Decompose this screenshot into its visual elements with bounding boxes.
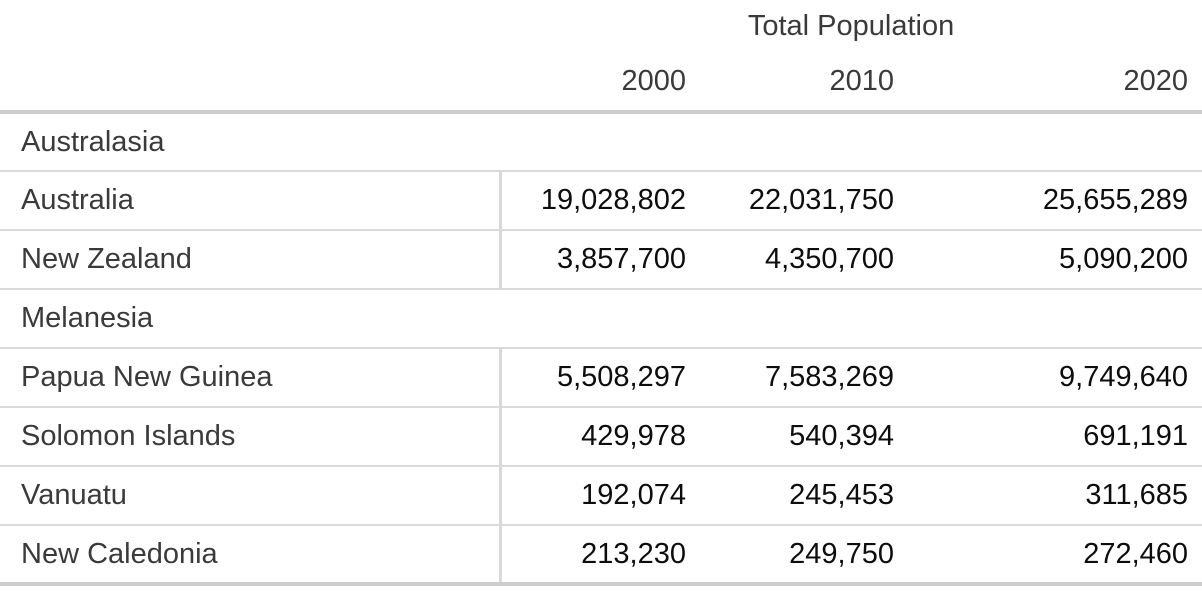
section-label: Australasia [0,112,1202,172]
section-header-melanesia: Melanesia [0,289,1202,349]
year-column-header-2000: 2000 [500,52,700,114]
year-column-header-2010: 2010 [700,52,908,114]
country-name-cell: Solomon Islands [0,407,500,467]
population-value-cell: 9,749,640 [908,348,1202,408]
population-value-cell: 22,031,750 [700,171,908,231]
section-header-australasia: Australasia [0,112,1202,172]
empty-corner-cell [0,0,500,52]
section-label: Melanesia [0,289,1202,349]
country-name-cell: Australia [0,171,500,231]
population-value-cell: 429,978 [498,407,700,467]
population-value-cell: 25,655,289 [908,171,1202,231]
population-value-cell: 540,394 [700,407,908,467]
row-new-caledonia: New Caledonia 213,230 249,750 272,460 [0,525,1202,586]
spanner-header-row: Total Population [0,0,1202,52]
empty-header-cell [0,52,500,114]
total-population-header: Total Population [747,9,955,42]
population-value-cell: 3,857,700 [498,230,700,290]
population-value-cell: 5,508,297 [498,348,700,408]
country-name-cell: New Caledonia [0,525,500,586]
population-value-cell: 272,460 [908,525,1202,586]
row-solomon-islands: Solomon Islands 429,978 540,394 691,191 [0,407,1202,467]
population-value-cell: 19,028,802 [498,171,700,231]
population-value-cell: 311,685 [908,466,1202,526]
country-name-cell: Papua New Guinea [0,348,500,408]
row-australia: Australia 19,028,802 22,031,750 25,655,2… [0,171,1202,231]
row-vanuatu: Vanuatu 192,074 245,453 311,685 [0,466,1202,526]
country-name-cell: New Zealand [0,230,500,290]
row-papua-new-guinea: Papua New Guinea 5,508,297 7,583,269 9,7… [0,348,1202,408]
country-name-cell: Vanuatu [0,466,500,526]
population-value-cell: 5,090,200 [908,230,1202,290]
population-value-cell: 249,750 [700,525,908,586]
year-header-row: 2000 2010 2020 [0,52,1202,114]
population-value-cell: 213,230 [498,525,700,586]
population-value-cell: 7,583,269 [700,348,908,408]
population-value-cell: 245,453 [700,466,908,526]
year-column-header-2020: 2020 [908,52,1202,114]
row-new-zealand: New Zealand 3,857,700 4,350,700 5,090,20… [0,230,1202,290]
population-value-cell: 691,191 [908,407,1202,467]
population-value-cell: 4,350,700 [700,230,908,290]
population-value-cell: 192,074 [498,466,700,526]
